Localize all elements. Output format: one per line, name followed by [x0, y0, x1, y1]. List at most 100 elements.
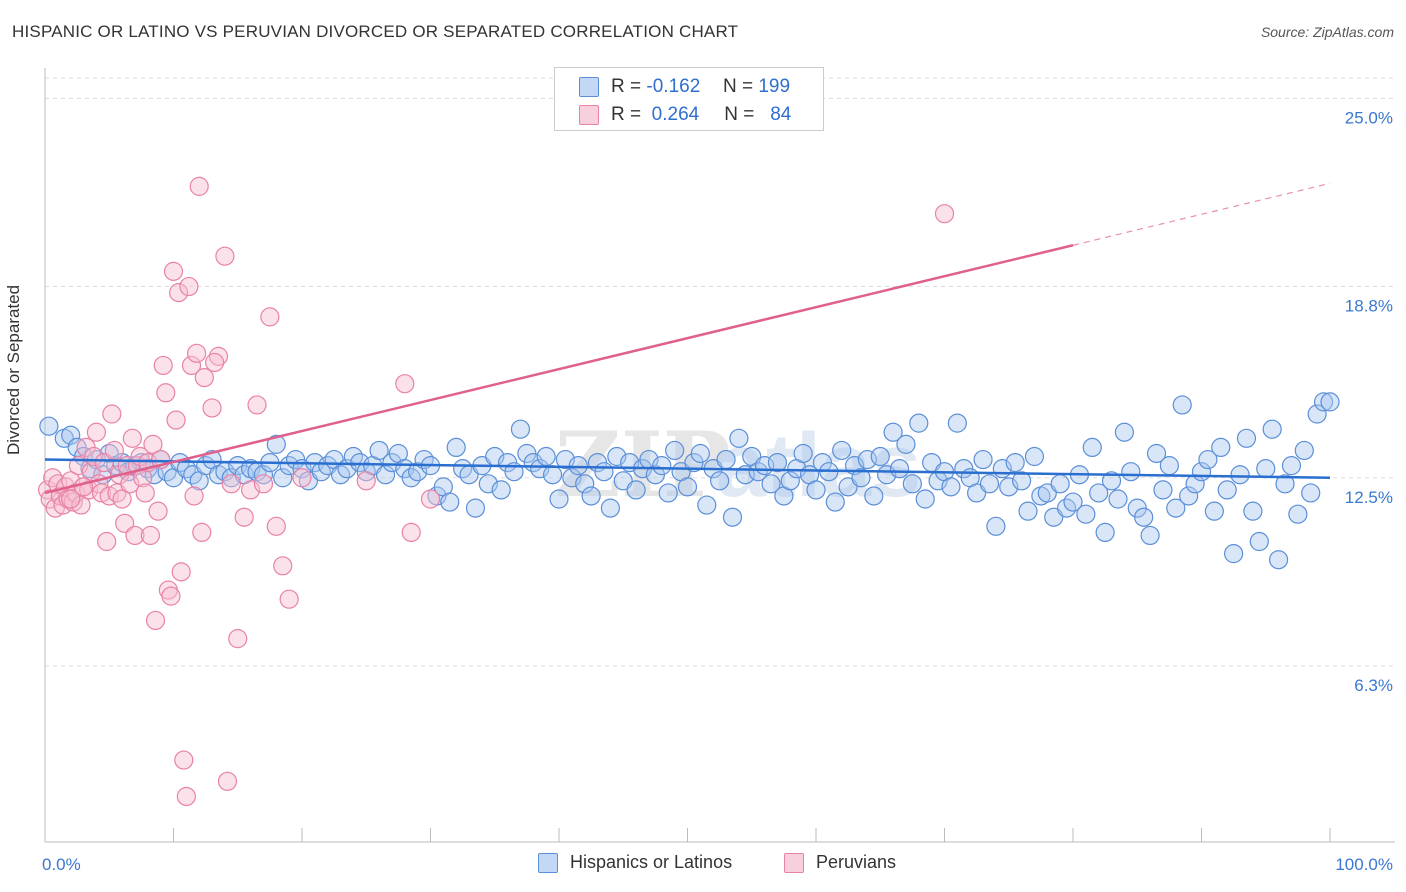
point-hispanic	[1281, 456, 1302, 476]
point-hispanic	[870, 446, 890, 467]
legend-swatch-pink	[579, 105, 599, 125]
point-hispanic	[986, 516, 1006, 536]
point-hispanic	[722, 507, 743, 527]
point-peruvian	[140, 525, 160, 546]
point-peruvian	[112, 489, 132, 509]
point-peruvian	[179, 276, 199, 297]
point-hispanic	[1294, 440, 1314, 461]
point-hispanic	[568, 456, 588, 476]
point-hispanic	[465, 498, 486, 518]
point-hispanic	[1211, 437, 1231, 458]
bottom-legend-label: Peruvians	[816, 852, 897, 872]
point-hispanic	[690, 443, 710, 464]
point-peruvian	[420, 489, 441, 509]
point-hispanic	[665, 440, 685, 461]
x-tick-label-min: 0.0%	[42, 855, 81, 874]
legend-r-value: 0.264	[651, 104, 700, 125]
point-peruvian	[171, 562, 191, 582]
legend-r-label: R =	[611, 76, 642, 97]
watermark-zip: ZIP	[555, 412, 730, 518]
point-peruvian	[91, 483, 112, 503]
legend-n-label: N =	[724, 104, 755, 125]
trend-line-peruvians-extension	[1072, 182, 1331, 246]
point-hispanic	[909, 413, 929, 433]
point-hispanic	[1230, 465, 1250, 485]
bottom-legend-swatch-blue	[538, 852, 558, 873]
point-hispanic	[941, 477, 961, 497]
point-hispanic	[549, 489, 569, 509]
point-peruvian	[266, 516, 286, 536]
point-peruvian	[86, 422, 107, 442]
point-hispanic	[61, 425, 81, 445]
point-peruvian	[61, 489, 81, 509]
point-hispanic	[902, 474, 922, 494]
point-hispanic	[677, 477, 698, 497]
point-hispanic	[1217, 480, 1237, 500]
point-peruvian	[169, 283, 189, 303]
point-hispanic	[825, 492, 845, 512]
point-hispanic	[1082, 437, 1102, 458]
point-hispanic	[446, 437, 466, 458]
point-hispanic	[1108, 489, 1128, 509]
point-peruvian	[217, 771, 238, 791]
point-peruvian	[181, 355, 202, 376]
point-hispanic	[716, 449, 736, 470]
point-peruvian	[135, 483, 155, 503]
x-tick-label-max: 100.0%	[1335, 855, 1393, 874]
point-hispanic	[626, 480, 646, 500]
point-hispanic	[1095, 522, 1115, 543]
bottom-legend-label: Hispanics or Latinos	[570, 852, 733, 872]
point-peruvian	[228, 629, 248, 649]
point-hispanic	[1224, 544, 1244, 564]
point-hispanic	[896, 434, 916, 454]
legend-n-value: 199	[758, 76, 791, 97]
point-peruvian	[395, 374, 415, 394]
point-hispanic	[1249, 531, 1269, 552]
y-tick-label: 18.8%	[1345, 297, 1393, 316]
point-hispanic	[1134, 507, 1154, 527]
tick-labels: 25.0% 18.8% 12.5% 6.3% 0.0% 100.0%	[42, 108, 1393, 874]
point-peruvian	[161, 586, 181, 606]
point-hispanic	[581, 486, 601, 506]
point-hispanic	[1288, 504, 1308, 524]
legend-n-label: N =	[722, 76, 754, 97]
point-hispanic	[273, 468, 293, 488]
point-peruvian	[215, 246, 235, 266]
point-hispanic	[973, 449, 993, 470]
y-tick-label: 25.0%	[1345, 108, 1393, 127]
point-hispanic	[594, 462, 614, 482]
point-hispanic	[1005, 452, 1025, 473]
series-hispanics-points	[39, 392, 1340, 570]
point-peruvian	[174, 750, 194, 770]
bottom-legend-peruvians: Peruvians	[784, 852, 896, 873]
point-hispanic	[440, 492, 460, 512]
point-peruvian	[934, 204, 955, 224]
point-peruvian	[184, 486, 204, 506]
point-peruvian	[153, 355, 173, 376]
point-hispanic	[1320, 392, 1340, 412]
point-hispanic	[1204, 501, 1224, 521]
point-hispanic	[915, 489, 935, 509]
chart-title: HISPANIC OR LATINO VS PERUVIAN DIVORCED …	[12, 22, 739, 41]
trend-lines	[44, 182, 1331, 495]
point-hispanic	[710, 471, 730, 491]
point-hispanic	[1313, 392, 1334, 412]
point-hispanic	[1179, 486, 1199, 506]
point-hispanic	[1268, 550, 1289, 570]
point-hispanic	[266, 434, 286, 454]
point-hispanic	[889, 459, 910, 479]
trend-line-hispanics	[44, 458, 1331, 480]
point-peruvian	[253, 474, 274, 494]
point-hispanic	[1153, 480, 1173, 500]
point-hispanic	[883, 422, 903, 442]
point-hispanic	[1011, 471, 1032, 491]
point-hispanic	[1018, 501, 1038, 521]
point-hispanic	[575, 474, 595, 494]
point-peruvian	[192, 522, 212, 543]
bottom-legend-hispanics: Hispanics or Latinos	[538, 852, 732, 873]
point-hispanic	[793, 443, 813, 464]
point-hispanic	[697, 495, 717, 515]
point-peruvian	[189, 176, 209, 196]
point-hispanic	[1050, 474, 1070, 494]
